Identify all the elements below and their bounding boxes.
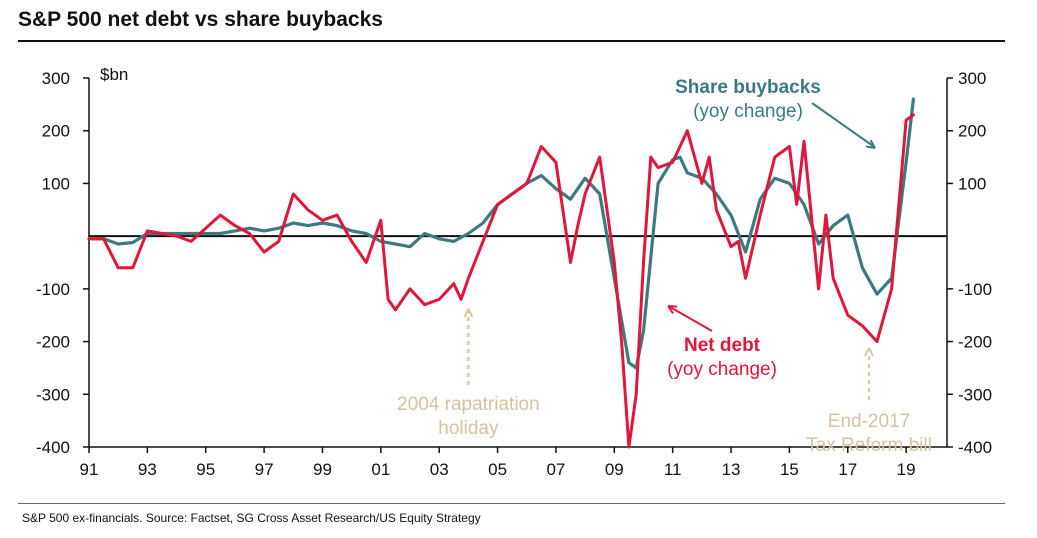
y-tick-label-right: -300 bbox=[958, 385, 992, 404]
y-tick-label-right: 100 bbox=[958, 174, 986, 193]
y-tick-label-right: 200 bbox=[958, 122, 986, 141]
buybacks-label: Share buybacks bbox=[675, 77, 821, 98]
y-tick-label-right: -400 bbox=[958, 438, 992, 457]
x-tick-label: 09 bbox=[605, 460, 624, 479]
y-tick-label-right: -100 bbox=[958, 280, 992, 299]
y-unit-label: $bn bbox=[100, 65, 128, 84]
y-tick-label-left: 100 bbox=[42, 174, 70, 193]
series-line-net-debt bbox=[87, 113, 915, 449]
buybacks-arrow bbox=[811, 102, 874, 147]
y-tick-label-left: -100 bbox=[36, 280, 70, 299]
x-tick-label: 15 bbox=[780, 460, 799, 479]
y-tick-label-left: -400 bbox=[36, 438, 70, 457]
x-tick-label: 17 bbox=[838, 460, 857, 479]
holiday-label-line: 2004 rapatriation bbox=[397, 394, 540, 415]
net-debt-arrowhead bbox=[667, 305, 678, 314]
y-tick-label-left: 200 bbox=[42, 122, 70, 141]
x-tick-label: 93 bbox=[138, 460, 157, 479]
y-tick-label-right: 300 bbox=[958, 69, 986, 88]
tax-reform-arrowhead bbox=[864, 347, 874, 357]
x-tick-label: 11 bbox=[664, 460, 682, 479]
holiday-arrowhead bbox=[463, 308, 474, 318]
net-debt-sublabel: (yoy change) bbox=[667, 359, 777, 380]
series-line-buybacks bbox=[87, 97, 915, 370]
source-divider bbox=[18, 503, 1005, 504]
chart-title: S&P 500 net debt vs share buybacks bbox=[18, 8, 383, 31]
buybacks-arrowhead bbox=[865, 139, 876, 149]
buybacks-sublabel: (yoy change) bbox=[693, 101, 803, 122]
x-tick-label: 91 bbox=[80, 460, 99, 479]
y-tick-label-left: -200 bbox=[36, 333, 70, 352]
x-tick-label: 19 bbox=[897, 460, 916, 479]
x-tick-label: 13 bbox=[722, 460, 741, 479]
x-tick-label: 95 bbox=[196, 460, 215, 479]
source-note: S&P 500 ex-financials. Source: Factset, … bbox=[22, 511, 481, 525]
holiday-label-line: holiday bbox=[438, 418, 499, 439]
x-tick-label: 07 bbox=[546, 460, 565, 479]
net-debt-arrow bbox=[669, 306, 713, 332]
net-debt-label: Net debt bbox=[684, 335, 761, 356]
y-tick-label-left: -300 bbox=[36, 385, 70, 404]
x-tick-label: 97 bbox=[255, 460, 274, 479]
x-tick-label: 99 bbox=[313, 460, 332, 479]
y-tick-label-left: 300 bbox=[42, 69, 70, 88]
x-tick-label: 01 bbox=[371, 460, 390, 479]
tax-reform-label-line: End-2017 bbox=[828, 411, 910, 432]
x-tick-label: 05 bbox=[488, 460, 507, 479]
x-tick-label: 03 bbox=[430, 460, 449, 479]
y-tick-label-right: -200 bbox=[958, 333, 992, 352]
title-divider bbox=[18, 40, 1005, 42]
tax-reform-label-line: Tax Reform bill bbox=[806, 435, 932, 456]
